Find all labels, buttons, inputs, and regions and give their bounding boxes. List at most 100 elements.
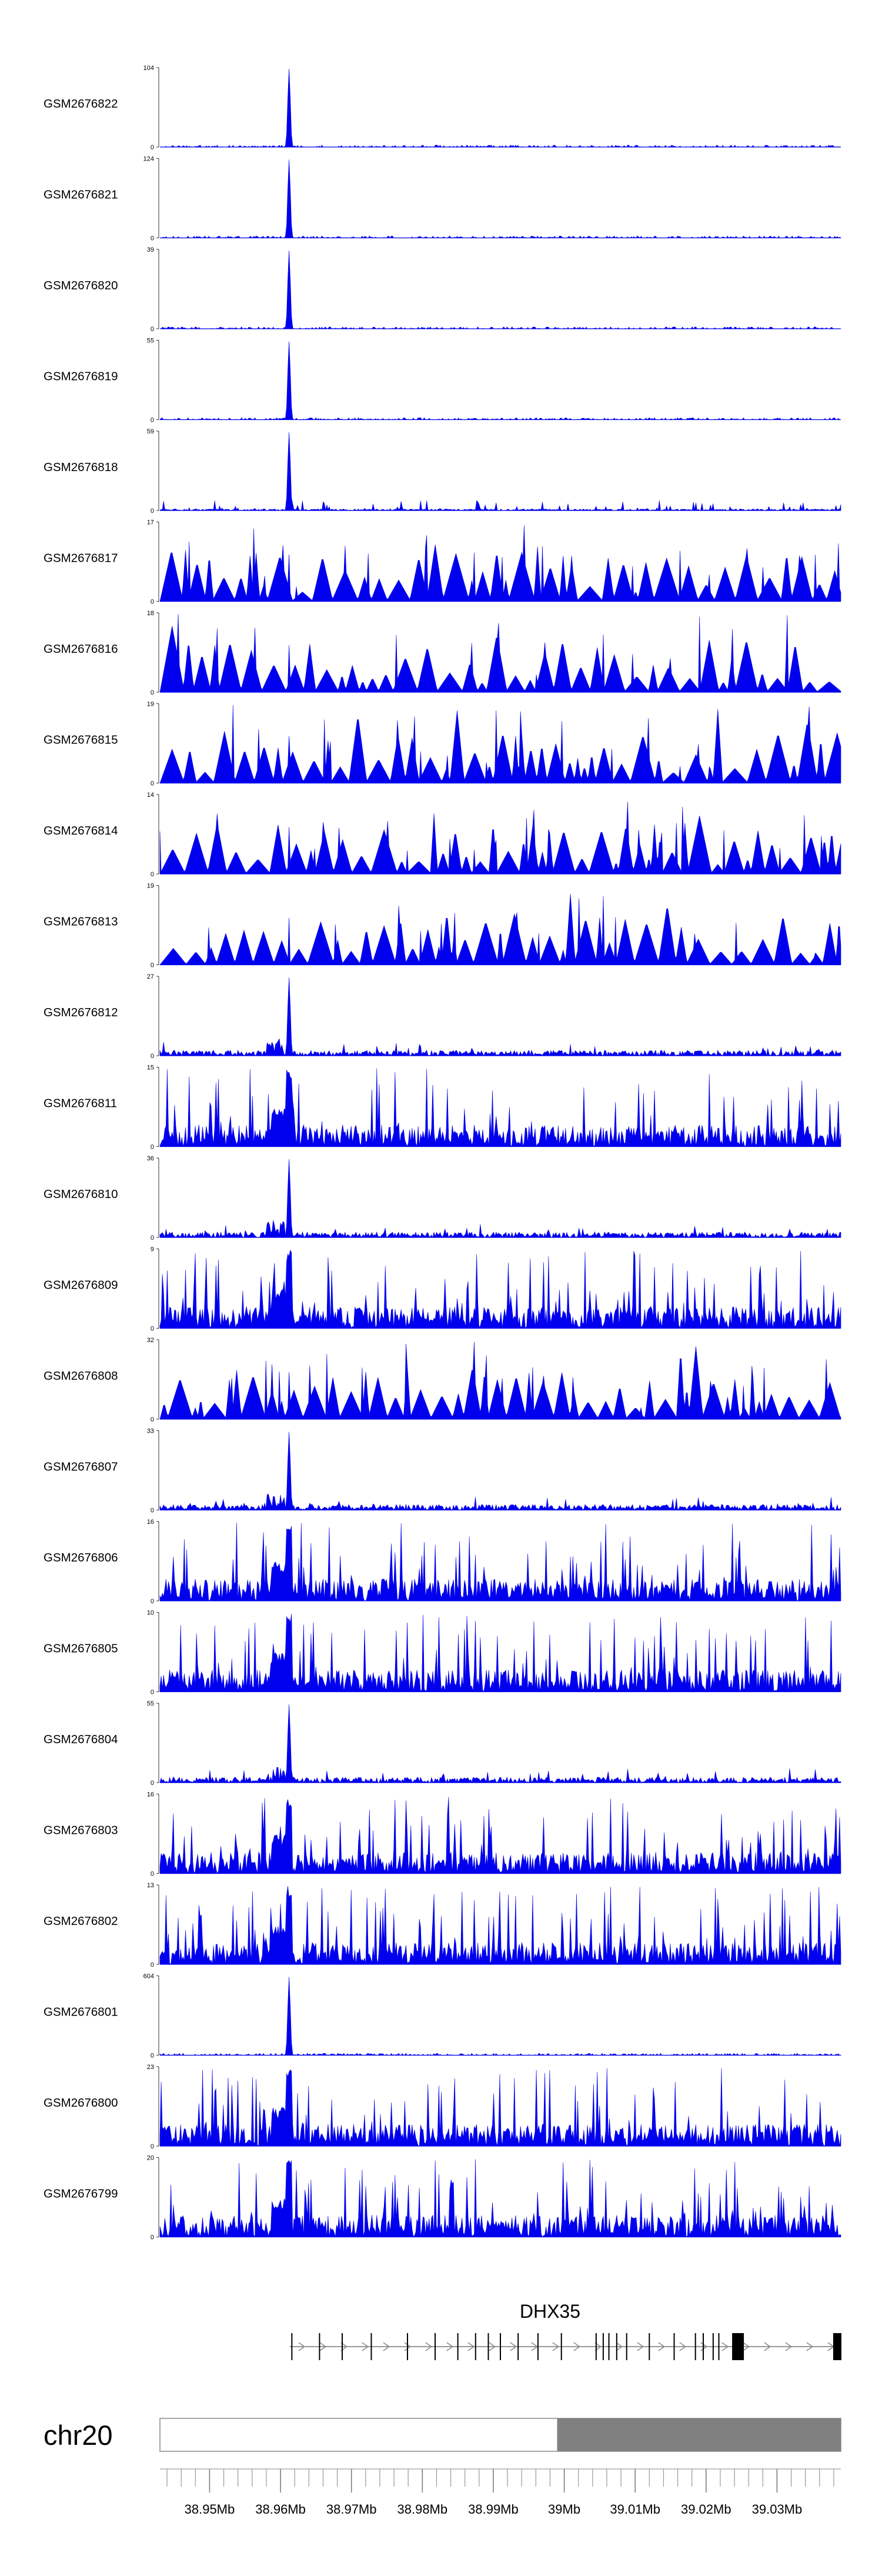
coverage-tracks: GSM2676822 104 0 GSM2676821 124 0 GSM2676820 39… [44,65,842,2241]
track-panel: GSM2676820 39 0 [44,246,841,333]
exon [457,2333,459,2360]
track-panel: GSM2676819 55 0 [44,338,841,424]
track-label: GSM2676806 [44,1551,118,1564]
y-zero-label: 0 [151,871,154,878]
track-label: GSM2676803 [44,1824,118,1837]
exon [319,2333,320,2360]
exon [602,2333,604,2360]
y-zero-label: 0 [151,2143,154,2150]
track-label: GSM2676811 [44,1097,117,1110]
track-label: GSM2676821 [44,188,118,202]
y-max-label: 13 [147,1882,154,1889]
strand-arrow [679,2342,687,2351]
y-zero-label: 0 [151,1598,154,1605]
coverage-area [159,1432,841,1511]
coverage-area [159,1977,841,2056]
y-zero-label: 0 [151,689,154,696]
strand-arrow [658,2342,666,2351]
genomic-axis: 38.95Mb 38.96Mb 38.97Mb 38.98Mb 38.99Mb 39Mb 3… [160,2468,841,2517]
chromosome-label: chr20 [44,2420,113,2451]
exon [649,2333,650,2360]
exon [342,2333,343,2360]
exon [718,2333,720,2360]
track-label: GSM2676814 [44,824,118,837]
track-panel: GSM2676816 18 0 [44,610,841,696]
track-label: GSM2676809 [44,1279,118,1292]
strand-arrow [446,2342,454,2351]
y-max-label: 14 [147,792,154,799]
track-label: GSM2676810 [44,1187,118,1201]
y-max-label: 16 [147,1791,154,1798]
y-zero-label: 0 [151,326,154,333]
y-zero-label: 0 [151,780,154,788]
y-zero-label: 0 [151,1507,154,1514]
track-panel: GSM2676810 36 0 [44,1155,841,1242]
track-panel: GSM2676814 14 0 [44,792,841,878]
track-label: GSM2676802 [44,1914,118,1928]
track-panel: GSM2676812 27 0 [44,973,841,1060]
axis-tick-label: 38.95Mb [185,2502,235,2517]
strand-arrow [785,2342,793,2351]
coverage-area [159,432,841,511]
exon [595,2333,597,2360]
chromosome-ideogram: chr20 [44,2418,841,2452]
exon [406,2333,408,2360]
coverage-area [160,159,842,239]
track-panel: GSM2676799 20 0 [44,2155,841,2241]
exon [560,2333,562,2360]
strand-arrow [510,2342,517,2351]
axis-tick-label: 38.98Mb [397,2502,448,2517]
exon [537,2333,539,2360]
y-max-label: 32 [147,1337,154,1344]
exon [673,2333,675,2360]
exon [833,2333,841,2360]
y-zero-label: 0 [151,1234,154,1242]
y-max-label: 17 [147,519,154,526]
strand-arrow [362,2342,369,2351]
y-zero-label: 0 [151,508,154,515]
strand-arrow [764,2342,771,2351]
coverage-area [159,341,841,421]
axis-tick-label: 38.97Mb [326,2502,377,2517]
coverage-area [159,1886,841,1965]
y-max-label: 39 [147,246,154,253]
y-zero-label: 0 [151,144,154,151]
coverage-area [159,2159,841,2238]
y-max-label: 104 [143,65,154,72]
track-panel: GSM2676805 10 0 [44,1610,841,1696]
y-max-label: 33 [147,1428,154,1435]
strand-arrow [467,2342,475,2351]
strand-arrow [425,2342,433,2351]
coverage-area [159,802,841,875]
y-zero-label: 0 [151,599,154,606]
strand-arrow [743,2342,750,2351]
track-label: GSM2676813 [44,915,118,929]
coverage-area [159,1797,841,1874]
track-panel: GSM2676801 604 0 [44,1973,841,2060]
strand-arrow [552,2342,560,2351]
axis-tick-label: 39.03Mb [752,2502,803,2517]
track-panel: GSM2676813 19 0 [44,883,841,969]
axis-tick-label: 39Mb [548,2502,580,2517]
gene-track: DHX35 [289,2301,841,2360]
track-label: GSM2676807 [44,1460,118,1474]
strand-arrow [594,2342,602,2351]
y-max-label: 15 [147,1065,154,1072]
track-panel: GSM2676818 59 0 [44,428,841,515]
y-max-label: 19 [147,883,154,890]
exon [435,2333,436,2360]
track-panel: GSM2676806 16 0 [44,1519,841,1605]
coverage-area [159,1249,841,1329]
track-panel: GSM2676808 32 0 [44,1337,841,1423]
y-zero-label: 0 [151,1871,154,1878]
y-zero-label: 0 [151,1144,154,1151]
axis-tick-label: 39.02Mb [681,2502,731,2517]
track-panel: GSM2676804 55 0 [44,1700,841,1787]
track-label: GSM2676800 [44,2096,118,2110]
strand-arrow [573,2342,581,2351]
coverage-area [159,613,841,693]
track-panel: GSM2676807 33 0 [44,1428,841,1514]
y-max-label: 59 [147,428,154,435]
strand-arrow [298,2342,306,2351]
strand-arrow [721,2342,729,2351]
